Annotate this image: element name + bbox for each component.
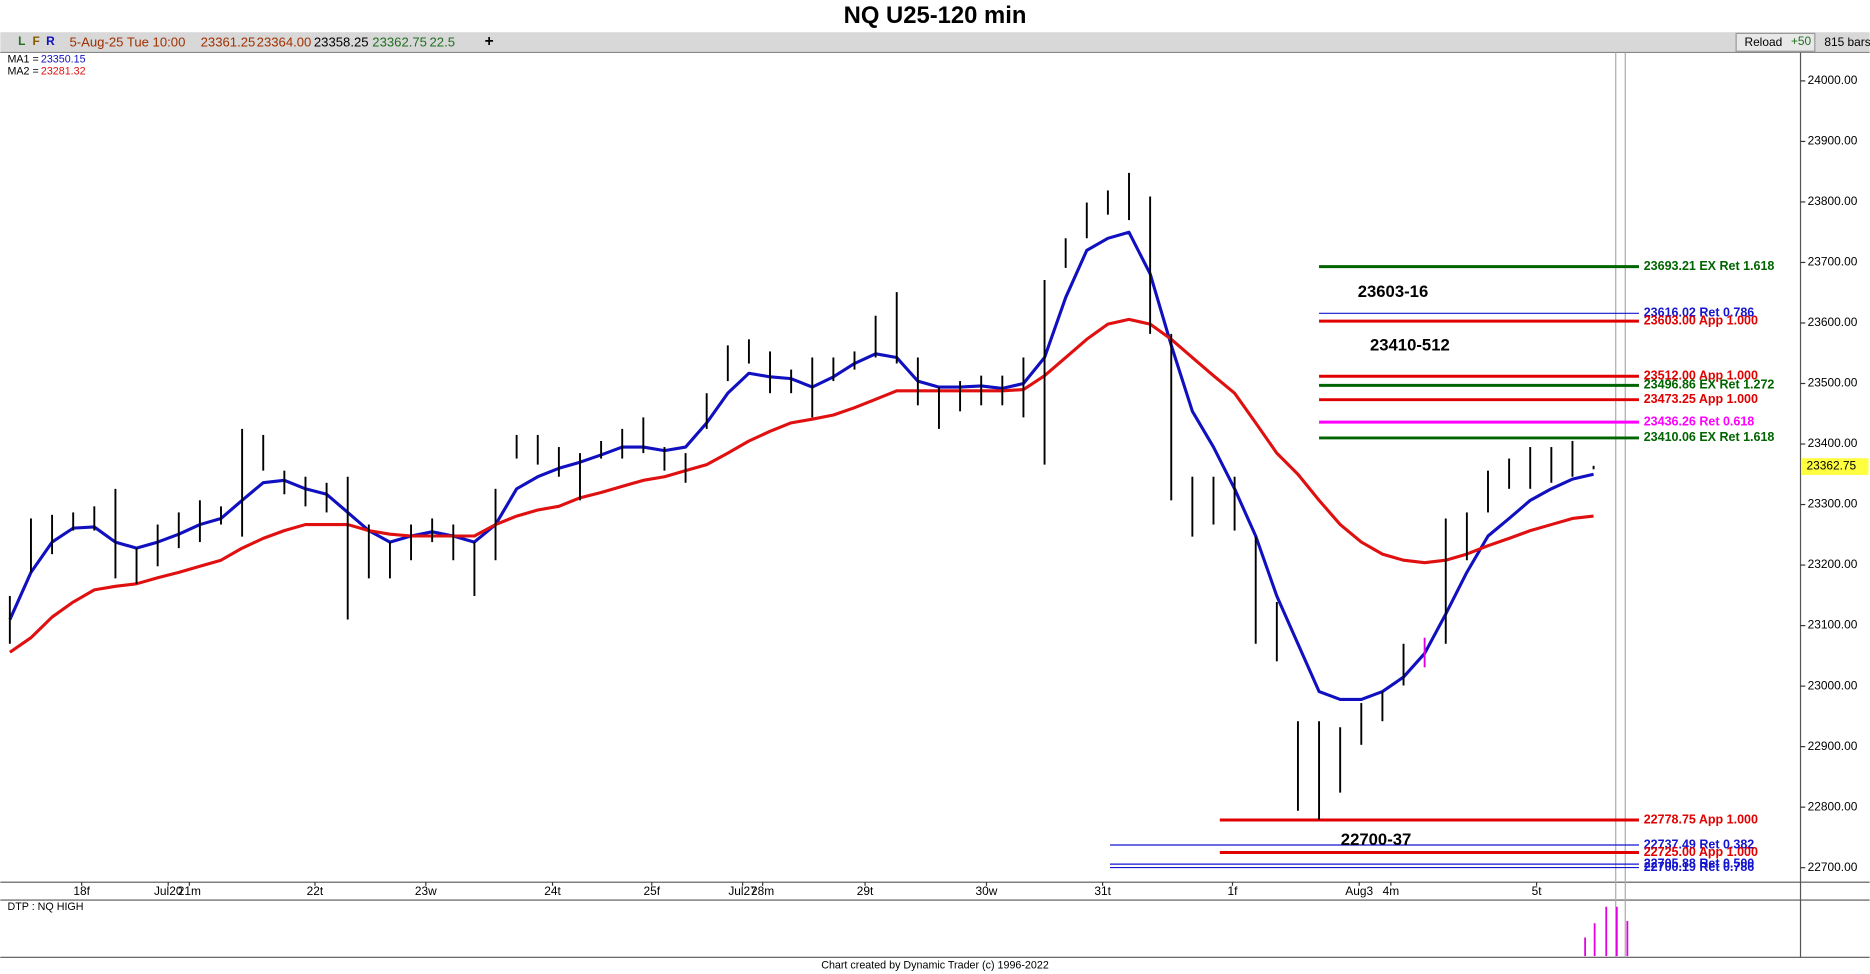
y-tick-label: 23800.00 [1808, 194, 1858, 208]
step-label[interactable]: +50 [1791, 34, 1812, 48]
ma-name: MA2 = [7, 65, 38, 77]
x-tick-label: Aug3 [1345, 884, 1373, 898]
footer: Chart created by Dynamic Trader (c) 1996… [821, 959, 1049, 971]
moving-average [8, 230, 1594, 701]
y-tick-label: 23900.00 [1808, 134, 1858, 148]
level-label: 22700.19 Ret 0.786 [1644, 860, 1755, 874]
x-tick-label: 1f [1228, 884, 1239, 898]
toolbar-button[interactable]: R [46, 34, 55, 48]
x-tick-label: 29t [857, 884, 874, 898]
indicator-label: DTP : NQ HIGH [7, 901, 83, 913]
reload-label[interactable]: Reload [1744, 35, 1782, 49]
chart-title: NQ U25-120 min [844, 2, 1027, 29]
level-label: 23616.02 Ret 0.786 [1644, 306, 1755, 320]
level-label: 23436.26 Ret 0.618 [1644, 414, 1755, 428]
ma-value: 23350.15 [41, 53, 86, 65]
bar-low: 23358.25 [314, 34, 369, 49]
x-tick-label: Jul27 [728, 884, 757, 898]
y-tick-label: 23400.00 [1808, 436, 1858, 450]
last-price-label: 23362.75 [1806, 459, 1856, 473]
level-label: 23512.00 App 1.000 [1644, 369, 1758, 383]
toolbar [0, 32, 1870, 53]
ma-name: MA1 = [7, 53, 38, 65]
level-label: 22725.00 App 1.000 [1644, 845, 1758, 859]
level-label: 23473.25 App 1.000 [1644, 392, 1758, 406]
x-tick-label: 5t [1532, 884, 1543, 898]
y-tick-label: 23500.00 [1808, 376, 1858, 390]
level-label: 23693.21 EX Ret 1.618 [1644, 259, 1775, 273]
level-label: 23603.00 App 1.000 [1644, 313, 1758, 327]
y-tick-label: 23700.00 [1808, 255, 1858, 269]
add-button[interactable]: + [485, 33, 494, 50]
x-tick-label: 31t [1094, 884, 1111, 898]
toolbar-button[interactable]: F [32, 34, 39, 48]
annotation: 22700-37 [1341, 830, 1412, 849]
y-tick-label: 22800.00 [1808, 799, 1858, 813]
x-tick-label: 25f [644, 884, 661, 898]
y-tick-label: 23100.00 [1808, 618, 1858, 632]
bar-date: 5-Aug-25 Tue 10:00 [69, 34, 185, 49]
level-label: 22778.75 App 1.000 [1644, 812, 1758, 826]
y-tick-label: 24000.00 [1808, 73, 1858, 87]
x-tick-label: 28m [751, 884, 774, 898]
last-price-box [1801, 458, 1869, 475]
x-tick-label: 24t [544, 884, 561, 898]
x-tick-label: 4m [1383, 884, 1400, 898]
level-label: 22737.49 Ret 0.382 [1644, 837, 1755, 851]
y-tick-label: 22900.00 [1808, 739, 1858, 753]
annotation: 23410-512 [1370, 335, 1450, 354]
level-label: 22705.88 Ret 0.500 [1644, 856, 1755, 870]
level-label: 23496.86 EX Ret 1.272 [1644, 378, 1775, 392]
bar-high: 23364.00 [257, 34, 312, 49]
bar-change: 22.5 [430, 34, 456, 49]
x-tick-label: Jul20 [154, 884, 183, 898]
moving-average [8, 317, 1594, 654]
bar-count: 815 bars [1824, 35, 1870, 49]
reload-button[interactable] [1735, 32, 1816, 52]
y-tick-label: 23000.00 [1808, 678, 1858, 692]
y-tick-label: 23600.00 [1808, 315, 1858, 329]
y-tick-label: 23200.00 [1808, 557, 1858, 571]
level-label: 23410.06 EX Ret 1.618 [1644, 430, 1775, 444]
bar-close: 23362.75 [372, 34, 427, 49]
y-tick-label: 22700.00 [1808, 860, 1858, 874]
y-tick-label: 23300.00 [1808, 497, 1858, 511]
x-tick-label: 22t [307, 884, 324, 898]
annotation: 23603-16 [1358, 282, 1429, 301]
x-tick-label: 18f [73, 884, 90, 898]
x-tick-label: 23w [415, 884, 437, 898]
bar-open: 23361.25 [201, 34, 256, 49]
toolbar-button[interactable]: L [18, 34, 25, 48]
x-tick-label: 30w [976, 884, 998, 898]
x-tick-label: 21m [178, 884, 201, 898]
ma-value: 23281.32 [41, 65, 86, 77]
